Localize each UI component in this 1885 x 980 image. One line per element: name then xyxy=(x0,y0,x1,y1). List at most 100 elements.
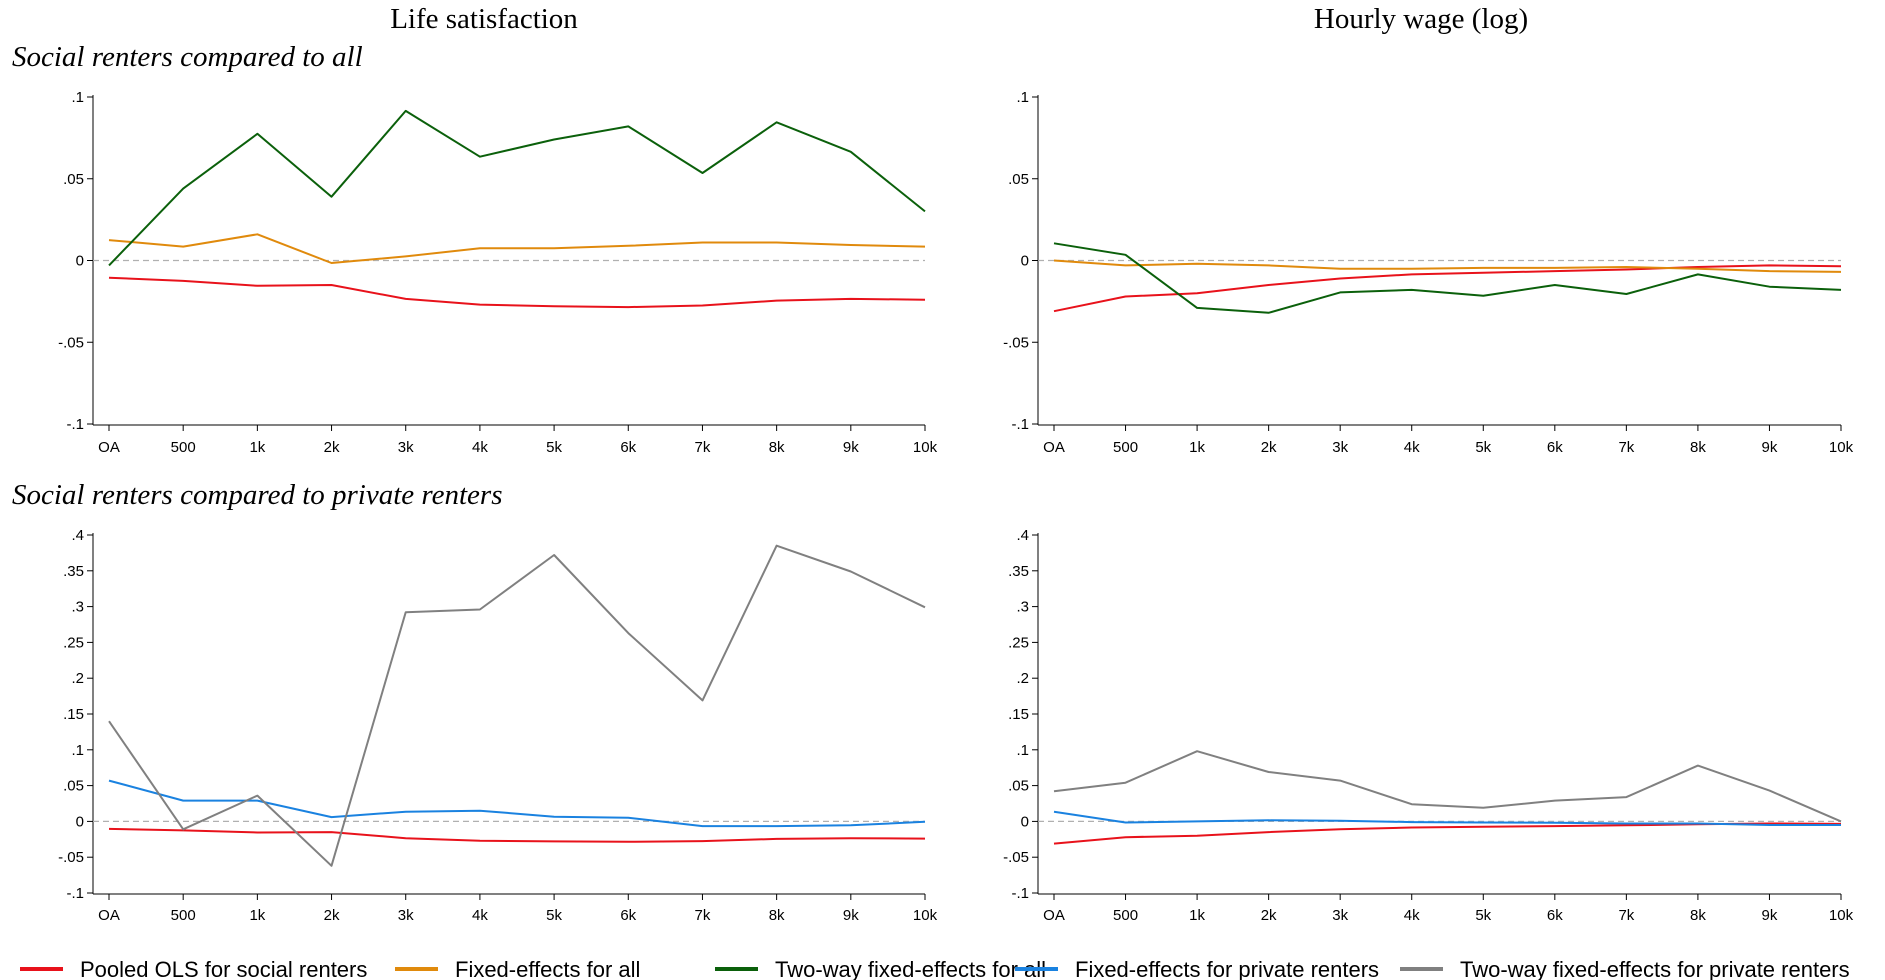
legend-label: Pooled OLS for social renters xyxy=(80,957,367,980)
y-tick-label: .15 xyxy=(1008,706,1029,723)
x-tick-label: 3k xyxy=(398,907,414,924)
x-tick-label: 7k xyxy=(695,439,711,456)
panel-life-satisfaction-all: -.1 -.05 0 .05 .1 OA 500 1k 2k 3k 4k 5k 6k 7k 8k 9k 10k xyxy=(58,89,937,456)
series-line-fixed-effects-for-all xyxy=(108,233,926,264)
series-line-pooled-ols-for-social-renters xyxy=(108,276,926,309)
x-tick-label: 8k xyxy=(769,907,785,924)
x-tick-label: OA xyxy=(1043,439,1065,456)
series-line-fixed-effects-for-all xyxy=(1053,259,1842,273)
x-tick-label: 6k xyxy=(620,907,636,924)
x-tick-label: 10k xyxy=(1829,439,1854,456)
x-tick-label: 5k xyxy=(546,907,562,924)
y-tick-label: .1 xyxy=(71,89,84,106)
y-tick-label: .05 xyxy=(63,778,84,795)
x-tick-label: 10k xyxy=(913,439,938,456)
legend: Pooled OLS for social renters Fixed-effec… xyxy=(20,957,1850,980)
series-line-pooled-ols-for-social-renters xyxy=(1053,264,1842,313)
x-tick-label: 3k xyxy=(1332,907,1348,924)
y-tick-label: .4 xyxy=(1016,527,1029,544)
legend-label: Two-way fixed-effects for private renter… xyxy=(1460,957,1850,980)
legend-label: Two-way fixed-effects for all xyxy=(775,957,1046,980)
series-line-pooled-ols-for-social-renters xyxy=(1053,822,1842,845)
x-tick-label: 3k xyxy=(1332,439,1348,456)
x-tick-label: 4k xyxy=(1404,439,1420,456)
y-tick-label: .35 xyxy=(1008,563,1029,580)
x-tick-label: 4k xyxy=(1404,907,1420,924)
y-tick-label: -.1 xyxy=(1011,885,1029,902)
series-line-two-way-fixed-effects-for-all xyxy=(1053,242,1842,314)
x-tick-label: 9k xyxy=(1762,907,1778,924)
y-tick-label: 0 xyxy=(1021,253,1029,270)
x-tick-label: 8k xyxy=(769,439,785,456)
y-tick-label: 0 xyxy=(76,813,84,830)
y-tick-label: .2 xyxy=(1016,670,1029,687)
y-tick-label: -.05 xyxy=(58,334,84,351)
x-tick-label: 500 xyxy=(1113,907,1138,924)
y-tick-label: .1 xyxy=(71,742,84,759)
x-tick-label: 6k xyxy=(1547,439,1563,456)
panel-life-satisfaction-private: -.1 -.05 0 .05 .1 .15 .2 .25 .3 .35 .4 OA 500 1k 2k 3k 4… xyxy=(58,527,937,924)
x-tick-label: 2k xyxy=(1261,907,1277,924)
y-tick-label: -.05 xyxy=(1003,334,1029,351)
x-tick-label: 10k xyxy=(1829,907,1854,924)
legend-label: Fixed-effects for private renters xyxy=(1075,957,1379,980)
x-tick-label: OA xyxy=(1043,907,1065,924)
column-title-life-satisfaction: Life satisfaction xyxy=(390,3,578,35)
y-tick-label: -.1 xyxy=(1011,416,1029,433)
x-tick-label: 7k xyxy=(1618,907,1634,924)
legend-label: Fixed-effects for all xyxy=(455,957,640,980)
y-tick-label: -.05 xyxy=(1003,849,1029,866)
x-tick-label: 5k xyxy=(1475,439,1491,456)
column-title-hourly-wage: Hourly wage (log) xyxy=(1314,3,1528,35)
x-tick-label: 2k xyxy=(324,907,340,924)
series-line-pooled-ols-for-social-renters xyxy=(108,827,926,843)
x-tick-label: 7k xyxy=(1618,439,1634,456)
series-line-fixed-effects-for-private-renters xyxy=(1053,810,1841,826)
y-tick-label: .3 xyxy=(1016,599,1029,616)
x-tick-label: OA xyxy=(98,439,120,456)
x-tick-label: 5k xyxy=(546,439,562,456)
x-tick-label: 9k xyxy=(843,439,859,456)
x-tick-label: 1k xyxy=(1189,439,1205,456)
x-tick-label: 4k xyxy=(472,439,488,456)
x-tick-label: 1k xyxy=(249,907,265,924)
y-tick-label: .05 xyxy=(63,171,84,188)
x-tick-label: 8k xyxy=(1690,439,1706,456)
x-tick-label: 500 xyxy=(171,907,196,924)
x-tick-label: 6k xyxy=(620,439,636,456)
series-line-two-way-fixed-effects-for-private-renters xyxy=(108,544,926,867)
y-tick-label: .25 xyxy=(1008,634,1029,651)
x-tick-label: OA xyxy=(98,907,120,924)
y-tick-label: .25 xyxy=(63,634,84,651)
y-tick-label: .2 xyxy=(71,670,84,687)
series-line-two-way-fixed-effects-for-all xyxy=(108,109,926,267)
y-tick-label: -.05 xyxy=(58,849,84,866)
y-tick-label: .4 xyxy=(71,527,84,544)
x-tick-label: 9k xyxy=(1762,439,1778,456)
y-tick-label: -.1 xyxy=(66,416,84,433)
y-tick-label: .15 xyxy=(63,706,84,723)
x-tick-label: 5k xyxy=(1475,907,1491,924)
y-tick-label: .1 xyxy=(1016,742,1029,759)
panel-hourly-wage-all: -.1 -.05 0 .05 .1 OA 500 1k 2k 3k 4k 5k 6k 7k 8k 9k 10k xyxy=(1003,89,1853,456)
y-tick-label: 0 xyxy=(1021,813,1029,830)
y-tick-label: .05 xyxy=(1008,171,1029,188)
y-tick-label: .1 xyxy=(1016,89,1029,106)
x-tick-label: 2k xyxy=(1261,439,1277,456)
y-tick-label: .05 xyxy=(1008,778,1029,795)
y-tick-label: -.1 xyxy=(66,885,84,902)
x-tick-label: 1k xyxy=(249,439,265,456)
x-tick-label: 500 xyxy=(1113,439,1138,456)
x-tick-label: 3k xyxy=(398,439,414,456)
row-title-compared-to-private: Social renters compared to private rente… xyxy=(12,479,503,511)
x-tick-label: 10k xyxy=(913,907,938,924)
y-tick-label: .3 xyxy=(71,599,84,616)
x-tick-label: 2k xyxy=(324,439,340,456)
x-tick-label: 1k xyxy=(1189,907,1205,924)
x-tick-label: 4k xyxy=(472,907,488,924)
x-tick-label: 7k xyxy=(695,907,711,924)
series-line-two-way-fixed-effects-for-private-renters xyxy=(1053,750,1842,823)
row-title-compared-to-all: Social renters compared to all xyxy=(12,41,363,73)
x-tick-label: 8k xyxy=(1690,907,1706,924)
